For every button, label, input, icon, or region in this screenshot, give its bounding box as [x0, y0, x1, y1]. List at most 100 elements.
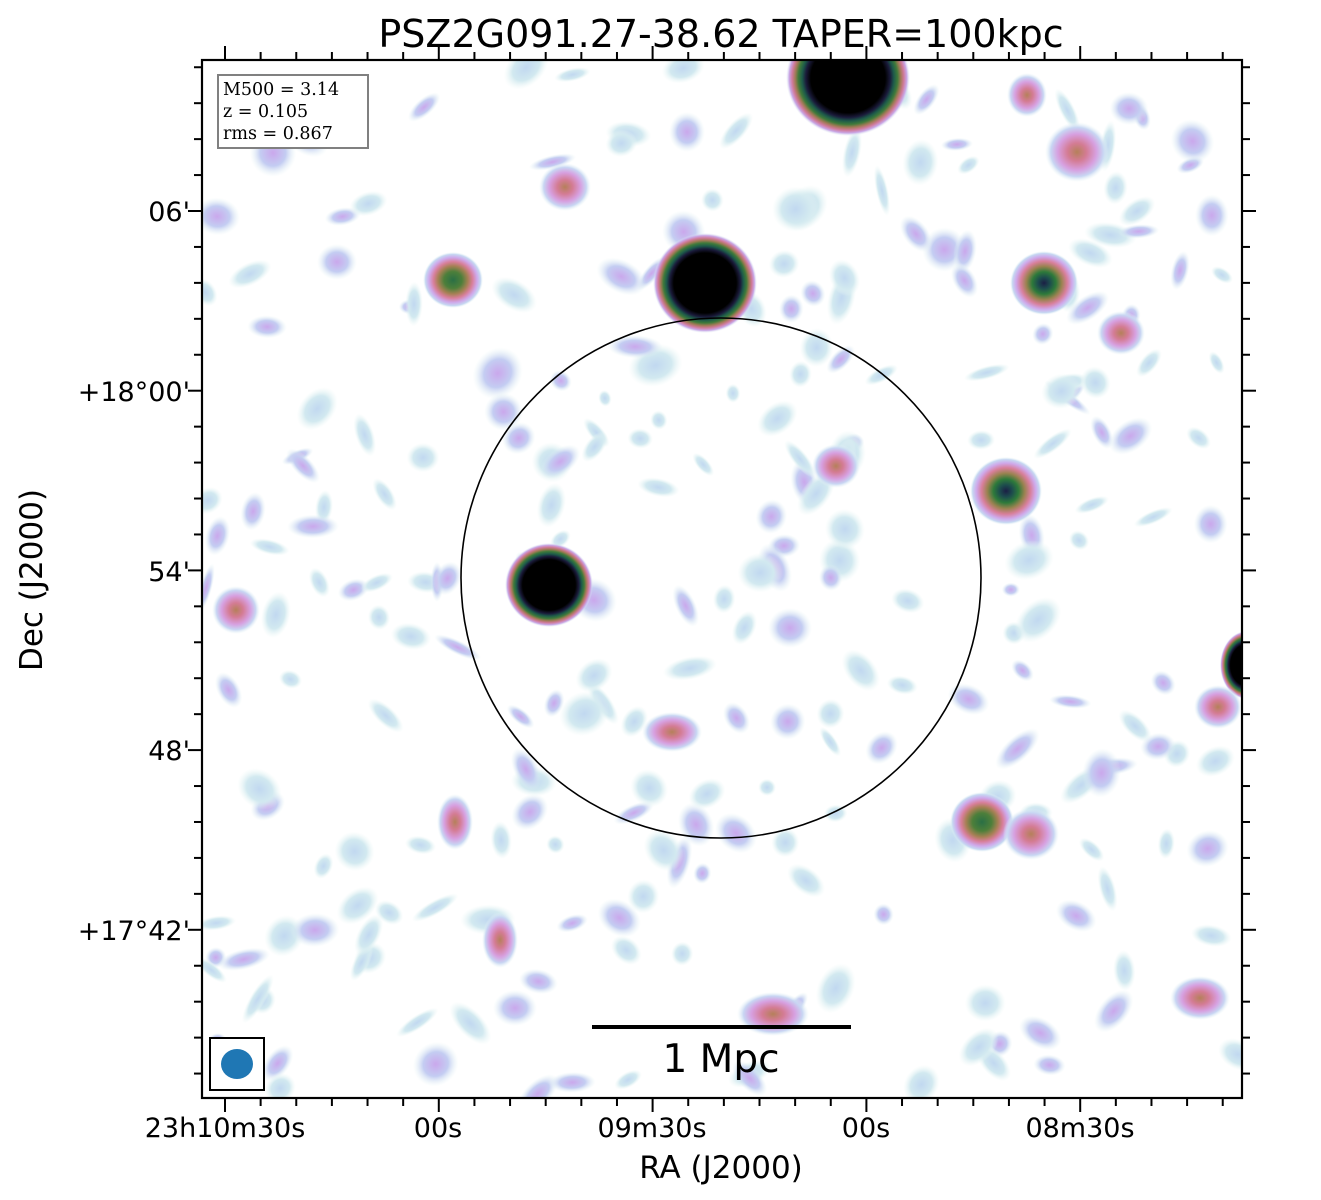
source-pink [1170, 976, 1230, 1020]
noise-blob [1094, 989, 1134, 1033]
noise-blob [1208, 351, 1225, 374]
noise-blob [296, 387, 338, 431]
source-pink [317, 244, 357, 280]
noise-blob [815, 963, 856, 1014]
y-axis-label: Dec (J2000) [14, 489, 50, 671]
noise-blob [503, 60, 549, 90]
noise-blob [411, 893, 459, 922]
noise-blob [630, 769, 669, 808]
noise-blob [1186, 426, 1211, 450]
noise-blob [449, 1001, 492, 1045]
noise-blob [1011, 659, 1034, 682]
noise-blob [903, 1064, 940, 1098]
noise-blob [715, 812, 757, 854]
noise-blob [1136, 348, 1162, 378]
noise-blob [396, 1007, 439, 1038]
noise-blob [826, 345, 855, 374]
noise-blob [549, 370, 572, 392]
noise-blob [1032, 323, 1054, 345]
noise-blob [491, 276, 537, 314]
noise-blob [502, 422, 536, 455]
noise-blob [598, 389, 612, 407]
noise-blob [722, 702, 751, 734]
noise-blob [367, 698, 404, 733]
source-southeast [950, 792, 1014, 852]
noise-blob [672, 584, 699, 627]
noise-blob [575, 658, 613, 693]
noise-blob [865, 731, 898, 765]
noise-blob [770, 703, 806, 740]
noise-blob [1049, 694, 1092, 709]
noise-blob [1113, 950, 1136, 992]
source-pink [1003, 808, 1059, 860]
source-pink [212, 586, 260, 634]
noise-blob [353, 413, 377, 457]
noise-blob [1014, 597, 1062, 643]
y-tick-label: +17°42' [78, 916, 190, 947]
noise-blob [620, 705, 648, 738]
noise-blob [841, 649, 880, 692]
noise-blob [434, 634, 481, 661]
noise-blob [1170, 250, 1190, 291]
noise-blob [1033, 1054, 1066, 1076]
source-pink [1007, 73, 1047, 117]
noise-blob [240, 492, 266, 531]
noise-blob [778, 294, 804, 323]
source-east-edge [1220, 631, 1242, 699]
noise-blob [536, 482, 566, 528]
noise-blob [308, 567, 330, 598]
source-east-upper [1010, 251, 1078, 315]
source-northwest [423, 252, 483, 308]
noise-blob [202, 487, 223, 515]
info-redshift: z = 0.105 [223, 102, 308, 122]
y-tick-label: 06' [148, 197, 190, 228]
noise-blob [433, 561, 462, 596]
noise-blob [1103, 171, 1128, 205]
noise-blob [725, 383, 741, 403]
noise-blob [605, 129, 638, 157]
noise-blob [1140, 732, 1176, 761]
x-axis-label: RA (J2000) [639, 1150, 803, 1186]
noise-blob [286, 448, 320, 484]
noise-blob [202, 278, 218, 307]
noise-blob [899, 215, 933, 253]
noise-blob [1186, 830, 1229, 868]
noise-emission-layer [202, 60, 1242, 1098]
noise-blob [873, 165, 891, 217]
noise-blob [1218, 1038, 1242, 1071]
noise-blob [261, 1045, 294, 1082]
noise-blob [1066, 290, 1110, 325]
noise-blob [1118, 224, 1160, 239]
noise-blob [596, 257, 647, 296]
noise-blob [1193, 504, 1228, 544]
source-north-center [653, 233, 757, 333]
noise-blob [824, 508, 865, 550]
noise-blob [202, 915, 236, 931]
source-pink [539, 163, 591, 211]
noise-blob [1108, 417, 1153, 455]
noise-blob [228, 259, 272, 289]
noise-blob [1054, 88, 1081, 132]
axis-ticks [188, 46, 1256, 1112]
noise-blob [637, 477, 680, 498]
noise-blob [719, 112, 754, 150]
noise-blob [1082, 748, 1121, 798]
noise-blob [390, 622, 431, 651]
r500-circle [460, 317, 982, 839]
noise-blob [313, 853, 334, 879]
info-rms: rms = 0.867 [223, 124, 333, 144]
noise-blob [260, 591, 291, 639]
noise-blob [1157, 828, 1175, 859]
noise-blob [528, 153, 577, 171]
noise-blob [671, 941, 694, 966]
noise-blob [737, 552, 783, 593]
chart-title: PSZ2G091.27-38.62 TAPER=100kpc [378, 12, 1063, 56]
noise-blob [789, 360, 812, 388]
noise-blob [1195, 745, 1235, 777]
scalebar-label: 1 Mpc [662, 1037, 779, 1082]
noise-blob [772, 186, 819, 232]
noise-blob [940, 137, 973, 151]
noise-blob [204, 516, 231, 556]
noise-blob [731, 610, 758, 645]
scalebar: 1 Mpc [592, 1025, 851, 1082]
